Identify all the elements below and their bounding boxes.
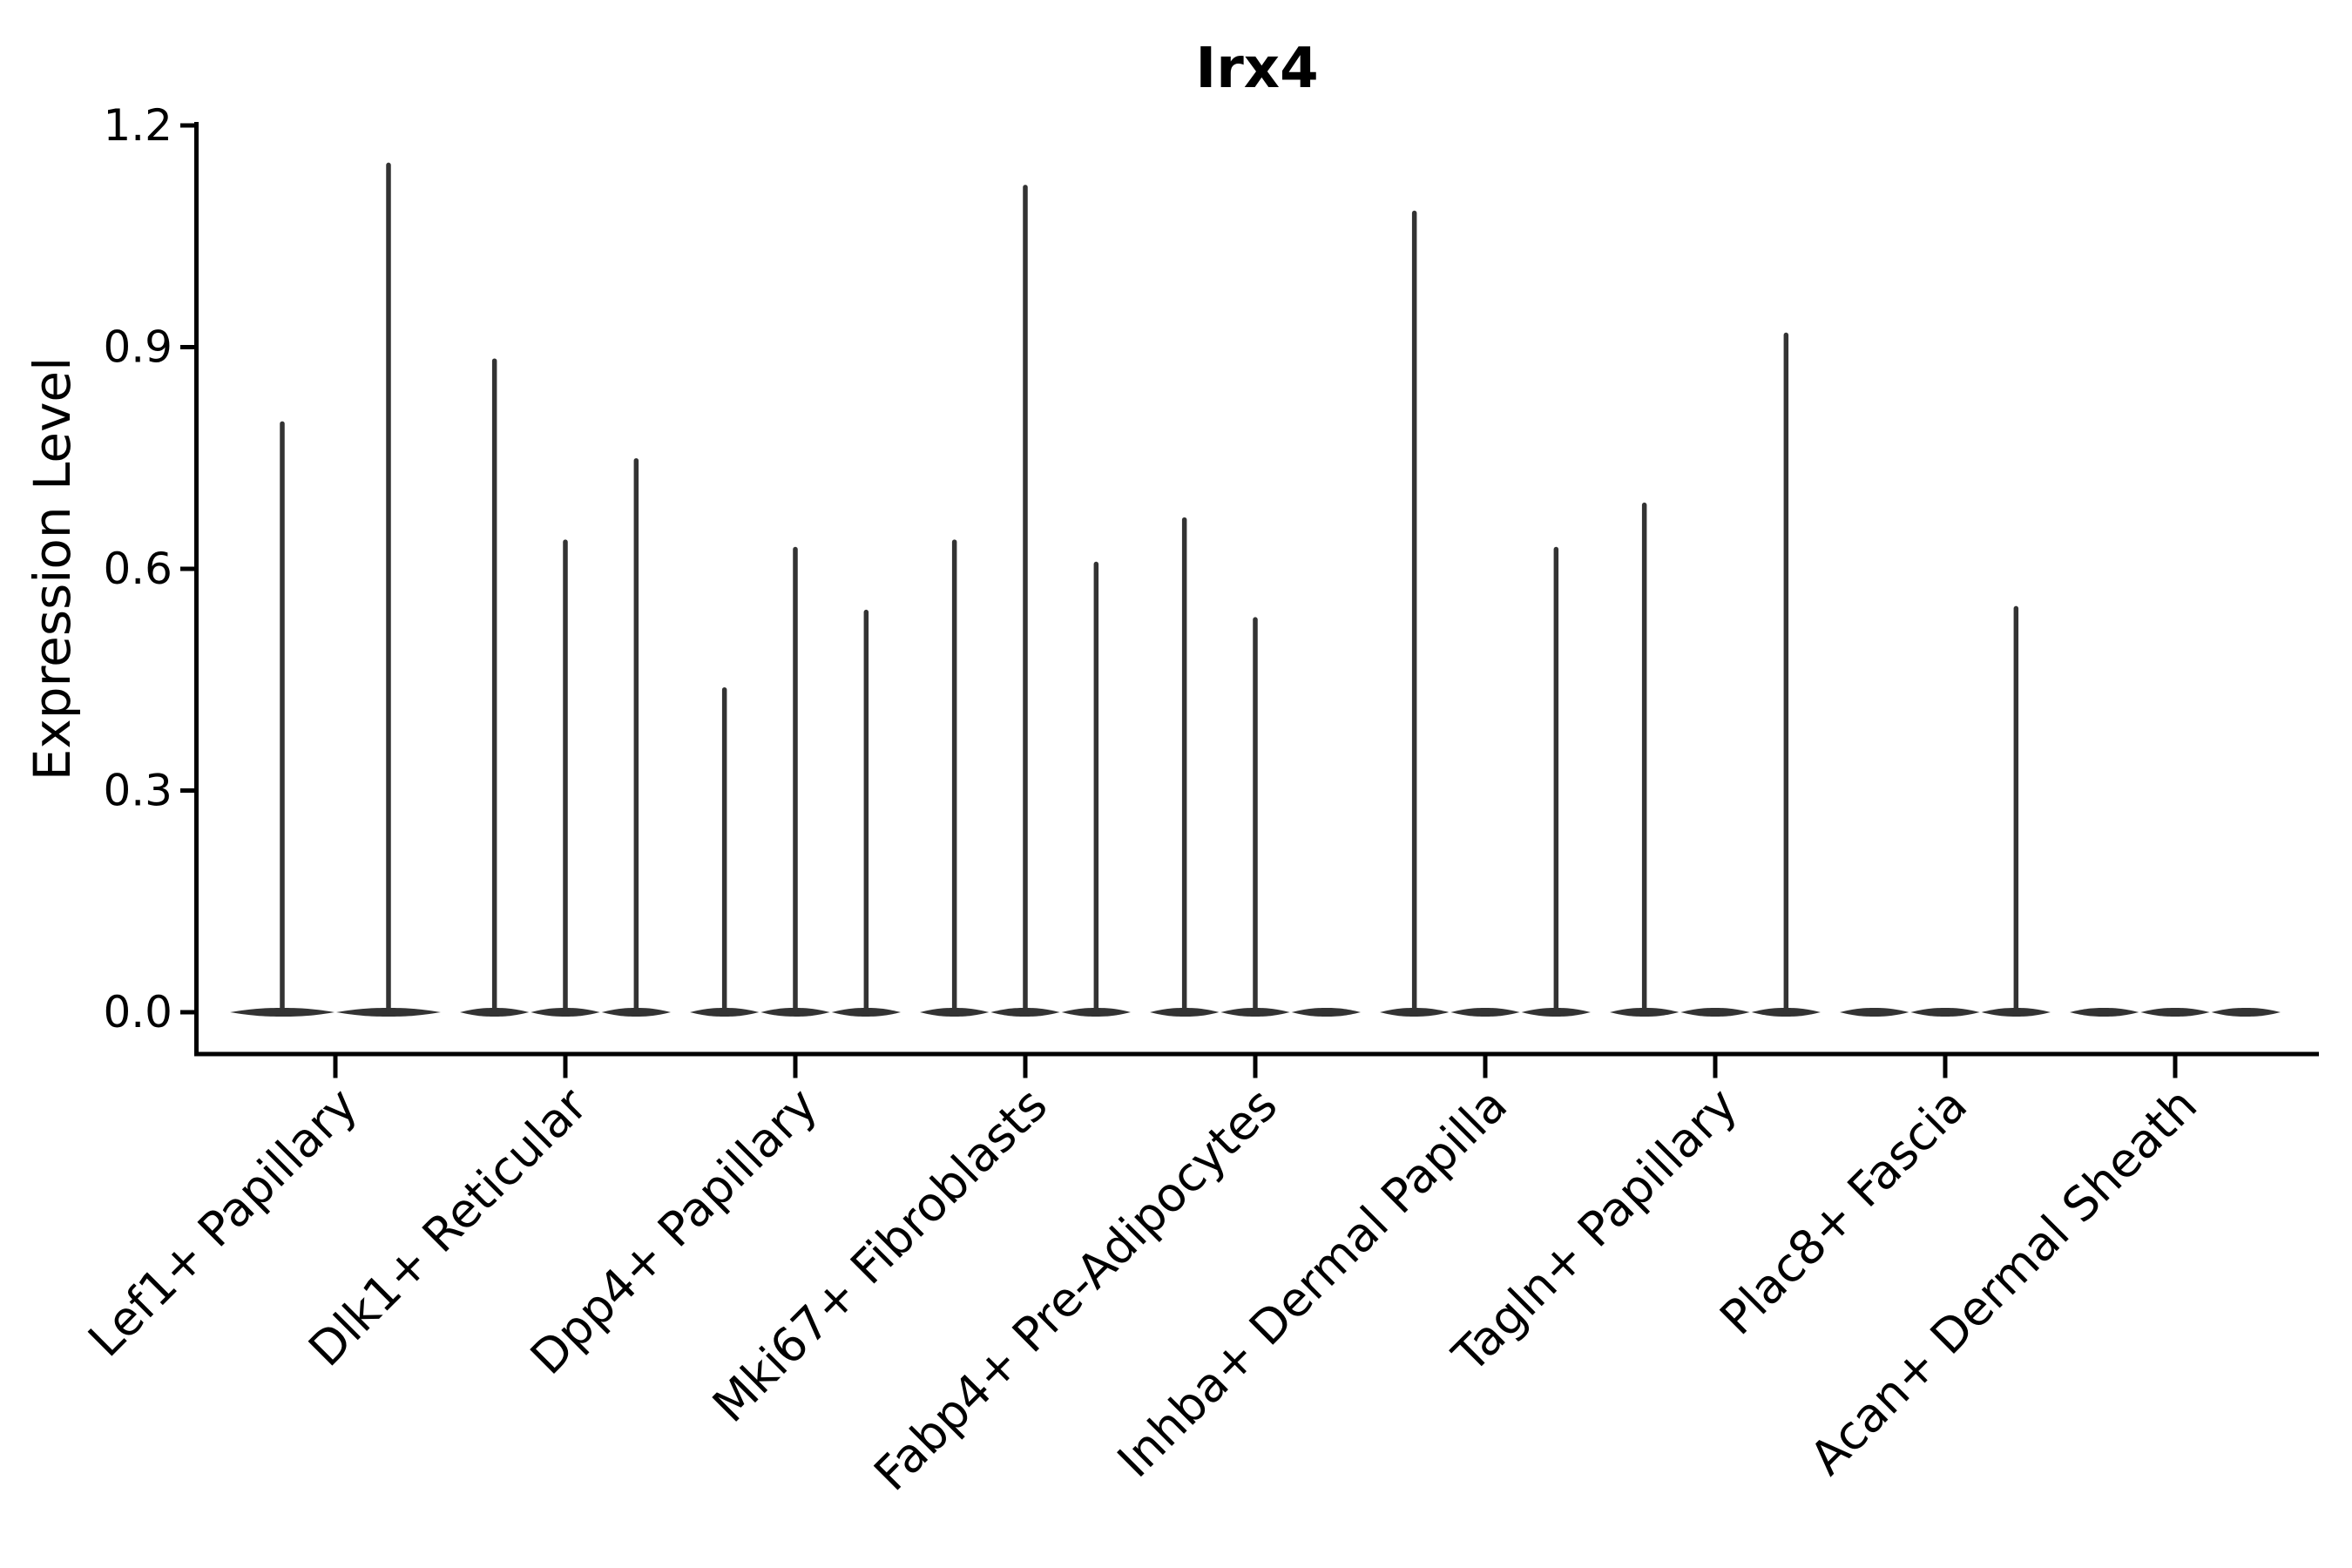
y-tick-label: 0.6 xyxy=(103,544,172,594)
violin-body xyxy=(1680,1008,1750,1017)
violin xyxy=(1981,605,2051,1017)
x-category-label: Plac8+ Fascia xyxy=(1709,1078,1977,1346)
violins-layer xyxy=(230,162,2281,1017)
y-tick-label: 0.9 xyxy=(103,322,172,373)
violin xyxy=(1610,502,1680,1017)
violin xyxy=(230,421,335,1017)
violin xyxy=(920,539,990,1017)
violin xyxy=(990,185,1060,1017)
y-tick-label: 1.2 xyxy=(103,100,172,151)
violin-body xyxy=(2070,1008,2139,1017)
violin xyxy=(2211,1008,2281,1017)
violin-body xyxy=(1910,1008,1980,1017)
violin xyxy=(1061,561,1131,1017)
chart-title: Irx4 xyxy=(1195,37,1318,101)
violin xyxy=(460,358,530,1017)
violin xyxy=(760,546,830,1017)
violin xyxy=(1150,517,1220,1017)
violin xyxy=(1450,1008,1520,1017)
violin-body xyxy=(1450,1008,1520,1017)
violin xyxy=(1380,210,1450,1017)
violin xyxy=(1291,1008,1361,1017)
violin-body xyxy=(1840,1008,1909,1017)
y-tick-label: 0.3 xyxy=(103,766,172,816)
x-category-label: Fabp4+ Pre-Adipocytes xyxy=(863,1078,1288,1502)
violin xyxy=(831,609,901,1017)
violin xyxy=(1910,1008,1980,1017)
x-category-label: Inhba+ Dermal Papilla xyxy=(1107,1078,1517,1488)
violin-body xyxy=(1291,1008,1361,1017)
x-category-label: Acan+ Dermal Sheath xyxy=(1800,1078,2207,1485)
violin xyxy=(531,539,600,1017)
violin xyxy=(1521,546,1591,1017)
violin xyxy=(336,162,441,1017)
violin xyxy=(1840,1008,1909,1017)
violin xyxy=(2140,1008,2210,1017)
violin xyxy=(690,686,760,1017)
axes-layer xyxy=(180,122,2319,1078)
violin xyxy=(601,458,671,1017)
y-axis-label: Expression Level xyxy=(23,357,82,781)
violin xyxy=(2070,1008,2139,1017)
violin xyxy=(1751,332,1821,1017)
violin xyxy=(1680,1008,1750,1017)
violin-body xyxy=(2211,1008,2281,1017)
y-tick-label: 0.0 xyxy=(103,987,172,1037)
violin xyxy=(1220,617,1290,1017)
violin-body xyxy=(2140,1008,2210,1017)
